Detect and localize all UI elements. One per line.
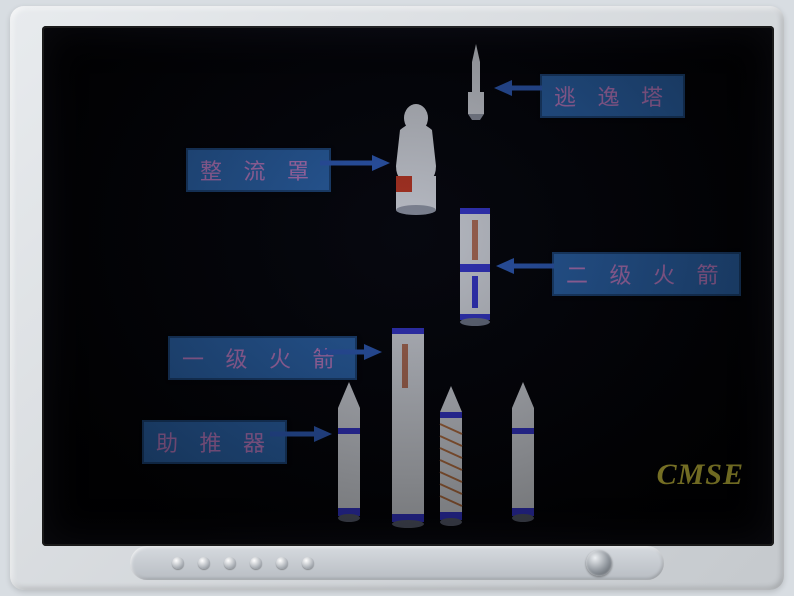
part-booster-3 [512,382,534,522]
screen: 逃 逸 塔整 流 罩二 级 火 箭一 级 火 箭助 推 器 CMSE [42,26,774,546]
part-fairing [396,104,436,215]
part-first-stage [392,328,424,528]
tv-button[interactable] [224,557,236,569]
tv-button[interactable] [198,557,210,569]
label-booster: 助 推 器 [142,420,287,464]
tv-button[interactable] [276,557,288,569]
part-second-stage [460,208,490,326]
tv-control-strip [130,546,664,580]
part-booster-2 [440,386,462,526]
tv-button[interactable] [250,557,262,569]
tv-bezel: 逃 逸 塔整 流 罩二 级 火 箭一 级 火 箭助 推 器 CMSE [10,6,784,590]
label-first-stage: 一 级 火 箭 [168,336,357,380]
part-booster-1 [338,382,360,522]
label-fairing: 整 流 罩 [186,148,331,192]
tv-button[interactable] [172,557,184,569]
part-escape-tower [468,44,484,120]
tv-knob[interactable] [586,550,612,576]
tv-button-row [172,557,314,569]
tv-button[interactable] [302,557,314,569]
label-escape-tower: 逃 逸 塔 [540,74,685,118]
label-second-stage: 二 级 火 箭 [552,252,741,296]
